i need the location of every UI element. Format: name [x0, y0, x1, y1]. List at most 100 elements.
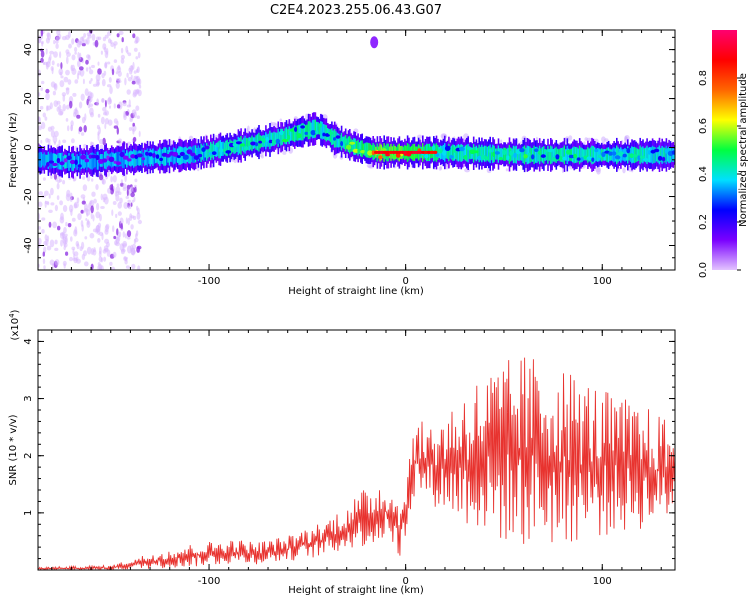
spectrogram-faint-point: [214, 135, 220, 138]
spectrogram-ridge-point: [559, 156, 563, 161]
spectrogram-ridge-point: [101, 158, 108, 163]
spectrogram-noise-point: [132, 128, 135, 135]
spectrogram-core-cell: [203, 143, 205, 162]
spectrogram-noise-point: [133, 70, 137, 74]
spectrogram-noise-point: [41, 80, 45, 85]
spectrogram-noise-point: [70, 236, 73, 242]
spectrogram-noise-point: [108, 96, 112, 103]
spectrogram-noise-point: [82, 176, 86, 180]
spectrogram-noise-point: [59, 80, 65, 88]
spectrogram-noise-point: [117, 202, 122, 209]
spectrogram-noise-point: [65, 49, 70, 54]
spectrogram-noise-point: [61, 92, 67, 97]
spectrogram-noise-point: [132, 33, 136, 39]
spectrogram-noise-point: [78, 66, 84, 71]
spectrogram-core-cell: [665, 145, 668, 165]
spectrogram-ridge-point: [193, 155, 200, 161]
spectrogram-noise-point: [120, 58, 125, 64]
spectrogram-faint-point: [246, 127, 249, 134]
spectrogram-noise-point: [94, 39, 99, 48]
spectrogram-noise-point: [135, 56, 139, 60]
spectrogram-noise-point: [128, 127, 132, 131]
snr-x-tick-label: -100: [198, 576, 221, 587]
spectrogram-core-cell: [519, 149, 522, 161]
spectrogram-ridge-point: [91, 154, 97, 159]
spectrogram-noise-point: [97, 68, 102, 75]
spectrogram-core-cell: [606, 147, 608, 162]
spectrogram-core-cell: [479, 146, 482, 161]
spectrogram-noise-point: [76, 114, 81, 119]
spectrogram-core-cell: [170, 150, 172, 162]
spectrogram-ridge-point: [531, 154, 535, 160]
spectrogram-ridge-point: [513, 152, 517, 158]
spectrogram-noise-point: [71, 246, 76, 251]
spectrogram-core-cell: [562, 147, 564, 163]
spectrogram-core-cell: [119, 152, 121, 167]
spectrogram-core-cell: [229, 139, 231, 156]
spectrogram-ridge-point: [190, 152, 196, 157]
spectrogram-core-cell: [300, 123, 303, 141]
spectrogram-core-cell: [673, 149, 675, 161]
spectrogram-ridge-point: [69, 159, 76, 165]
spectrogram-x-label: Height of straight line (km): [288, 286, 424, 297]
spectrogram-noise-point: [103, 256, 107, 262]
spectrogram-noise-point: [61, 36, 67, 41]
spectrogram-noise-point: [68, 43, 72, 49]
spectrogram-noise-point: [111, 68, 115, 76]
spectrogram-core-cell: [354, 138, 357, 155]
spectrogram-noise-point: [53, 100, 59, 107]
spectrogram-noise-point: [131, 263, 136, 270]
spectrogram-noise-point: [67, 31, 71, 39]
spectrogram-ridge-point: [378, 155, 383, 160]
spectrogram-noise-point: [90, 78, 93, 82]
colorbar-tick-label: 0.0: [698, 262, 709, 278]
snr-y-tick-label: 1: [23, 510, 34, 516]
spectrogram-core-cell: [540, 148, 542, 162]
spectrogram-ridge-point: [136, 153, 143, 158]
spectrogram-core-cell: [450, 145, 453, 160]
spectrogram-core-cell: [294, 125, 296, 142]
spectrogram-core-cell: [97, 151, 99, 170]
spectrogram-core-cell: [446, 146, 449, 159]
spectrogram-noise-point: [89, 107, 94, 116]
spectrogram-core-cell: [642, 146, 644, 164]
spectrogram-core-cell: [661, 146, 663, 164]
spectrogram-core-cell: [481, 144, 483, 163]
spectrogram-noise-point: [137, 51, 141, 59]
spectrogram-core-cell: [650, 147, 652, 163]
spectrogram-noise-point: [116, 33, 120, 38]
spectrogram-core-cell: [627, 146, 629, 164]
spectrogram-ridge-point: [155, 154, 160, 159]
spectrogram-core-cell: [148, 151, 150, 164]
spectrogram-noise-point: [115, 186, 121, 194]
spectrogram-noise-point: [38, 226, 41, 230]
spectrogram-ridge-point: [653, 148, 660, 153]
spectrogram-noise-point: [127, 205, 132, 210]
spectrogram-noise-point: [81, 43, 86, 47]
spectrogram-core-cell: [559, 148, 562, 162]
spectrogram-noise-point: [98, 267, 102, 270]
spectrogram-core-cell: [204, 146, 207, 158]
spectrogram-ridge-point: [533, 148, 539, 152]
spectrogram-core-cell: [272, 132, 274, 146]
spectrogram-noise-point: [135, 230, 139, 237]
spectrogram-ridge-point: [333, 137, 336, 141]
spectrogram-noise-point: [126, 188, 129, 197]
spectrogram-core-cell: [672, 147, 674, 162]
spectrogram-core-cell: [607, 147, 610, 163]
spectrogram-noise-point: [132, 136, 137, 142]
spectrogram-core-cell: [617, 147, 619, 163]
spectrogram-noise-point: [116, 120, 119, 126]
spectrogram-noise-point: [60, 75, 64, 79]
spectrogram-noise-point: [65, 87, 70, 91]
spectrogram-core-cell: [196, 147, 198, 160]
spectrogram-core-cell: [325, 125, 328, 142]
spectrogram-noise-point: [62, 205, 68, 212]
spectrogram-ridge-point: [484, 156, 490, 161]
spectrogram-noise-point: [45, 61, 51, 68]
spectrogram-noise-point: [74, 51, 77, 55]
spectrogram-noise-point: [111, 266, 116, 270]
spectrogram-ridge-point: [243, 146, 249, 151]
spectrogram-core-cell: [80, 154, 83, 169]
spectrogram-ridge-point: [601, 151, 606, 157]
